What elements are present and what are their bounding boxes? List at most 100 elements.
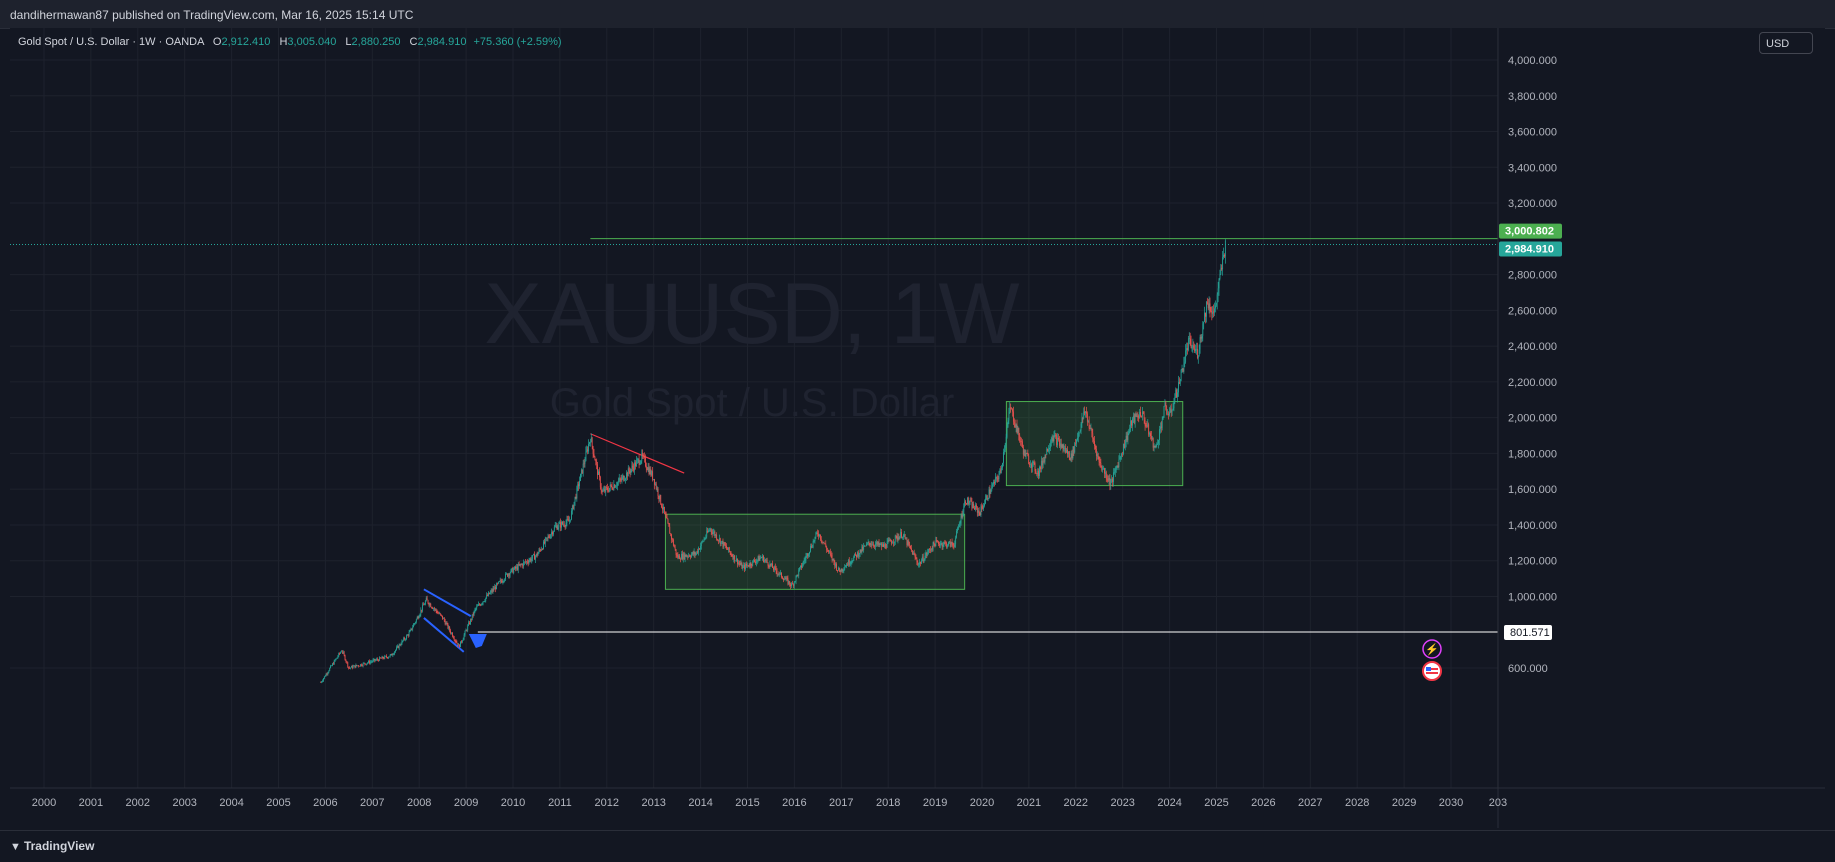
candle-body: [536, 553, 538, 556]
candle-body: [611, 485, 613, 489]
candle-body: [501, 581, 503, 583]
drawings: [423, 401, 1184, 653]
candle-body: [381, 656, 383, 659]
candle-body: [322, 680, 323, 682]
candle-body: [627, 468, 629, 477]
candle-body: [323, 676, 325, 679]
candle-body: [510, 569, 512, 573]
candle-body: [628, 468, 630, 472]
candle-body: [806, 553, 808, 557]
candle-body: [840, 568, 842, 572]
candle-body: [1002, 462, 1003, 468]
candle-body: [362, 663, 364, 666]
price-chart[interactable]: XAUUSD, 1W Gold Spot / U.S. Dollar 600.0…: [10, 28, 1825, 828]
candle-body: [1059, 443, 1061, 446]
candle-body: [525, 561, 527, 563]
currency-button[interactable]: USD: [1759, 32, 1813, 54]
candle-body: [509, 572, 511, 576]
candle-body: [434, 609, 436, 610]
candle-body: [357, 665, 359, 667]
candle-body: [959, 523, 961, 524]
candle-body: [1016, 424, 1018, 433]
candle-body: [576, 487, 578, 499]
candle-body: [449, 626, 451, 631]
candle-body: [835, 563, 837, 567]
candle-body: [1086, 411, 1087, 414]
candle-body: [1215, 302, 1217, 306]
candle-body: [960, 514, 962, 524]
candle-body: [367, 662, 369, 664]
candle-body: [828, 551, 830, 553]
candle-body: [783, 579, 785, 581]
candle-body: [562, 524, 564, 525]
candle-body: [1174, 397, 1176, 402]
candle-body: [632, 465, 634, 468]
candle-body: [710, 528, 712, 532]
x-tick-label: 2018: [876, 797, 900, 809]
candle-body: [828, 550, 829, 552]
candle-body: [847, 560, 849, 566]
candle-body: [1011, 408, 1012, 410]
candle-body: [1184, 361, 1186, 364]
candle-body: [326, 673, 328, 675]
candle-body: [635, 462, 636, 467]
candle-body: [605, 486, 607, 492]
candle-body: [1066, 449, 1068, 453]
candle-body: [851, 561, 853, 562]
candle-body: [550, 534, 552, 538]
candle-body: [1073, 446, 1075, 453]
y-tick-label: 2,000.000: [1508, 413, 1557, 425]
candle-body: [786, 577, 788, 579]
candle-body: [610, 484, 612, 486]
candle-body: [979, 512, 981, 516]
candle-body: [1164, 402, 1166, 406]
candle-body: [380, 658, 382, 659]
candle-body: [1203, 321, 1205, 324]
candle-body: [912, 552, 914, 555]
candle-body: [787, 578, 789, 584]
candle-body: [902, 535, 904, 537]
candle-body: [479, 604, 480, 605]
candle-body: [756, 559, 758, 562]
x-tick-label: 2009: [454, 797, 478, 809]
candle-body: [1035, 470, 1037, 473]
candle-body: [873, 544, 874, 546]
candle-body: [1187, 348, 1188, 350]
candle-body: [597, 464, 599, 475]
candle-body: [824, 543, 826, 545]
candle-body: [716, 534, 718, 540]
candle-body: [991, 486, 993, 492]
candle-body: [784, 579, 786, 580]
candle-body: [1215, 305, 1216, 309]
candle-body: [348, 666, 350, 668]
candle-body: [693, 551, 695, 555]
candle-body: [700, 546, 701, 550]
candle-body: [976, 505, 977, 508]
candle-body: [645, 457, 646, 467]
candle-body: [1200, 337, 1202, 339]
chart-area[interactable]: XAUUSD, 1W Gold Spot / U.S. Dollar 600.0…: [10, 28, 1825, 828]
publish-bar: dandihermawan87 published on TradingView…: [0, 0, 1835, 29]
y-tick-label: 2,600.000: [1508, 305, 1557, 317]
candle-body: [1007, 420, 1009, 428]
candle-body: [339, 653, 341, 654]
candle-body: [1209, 303, 1211, 312]
candle-body: [527, 562, 529, 564]
candle-body: [622, 475, 624, 478]
candle-body: [969, 500, 971, 504]
candle-body: [555, 525, 557, 527]
candle-body: [347, 662, 349, 667]
x-tick-label: 2024: [1157, 797, 1181, 809]
candle-body: [844, 567, 846, 570]
candle-body: [712, 532, 714, 534]
candle-body: [599, 471, 600, 477]
candle-body: [522, 564, 524, 567]
candle-body: [1062, 444, 1064, 450]
candle-body: [658, 495, 660, 500]
candle-body: [751, 565, 753, 566]
candle-body: [1201, 335, 1203, 339]
candle-body: [953, 544, 955, 547]
tradingview-logo[interactable]: ▼ TradingView: [10, 839, 94, 853]
candle-body: [988, 489, 990, 499]
candle-body: [557, 527, 559, 530]
